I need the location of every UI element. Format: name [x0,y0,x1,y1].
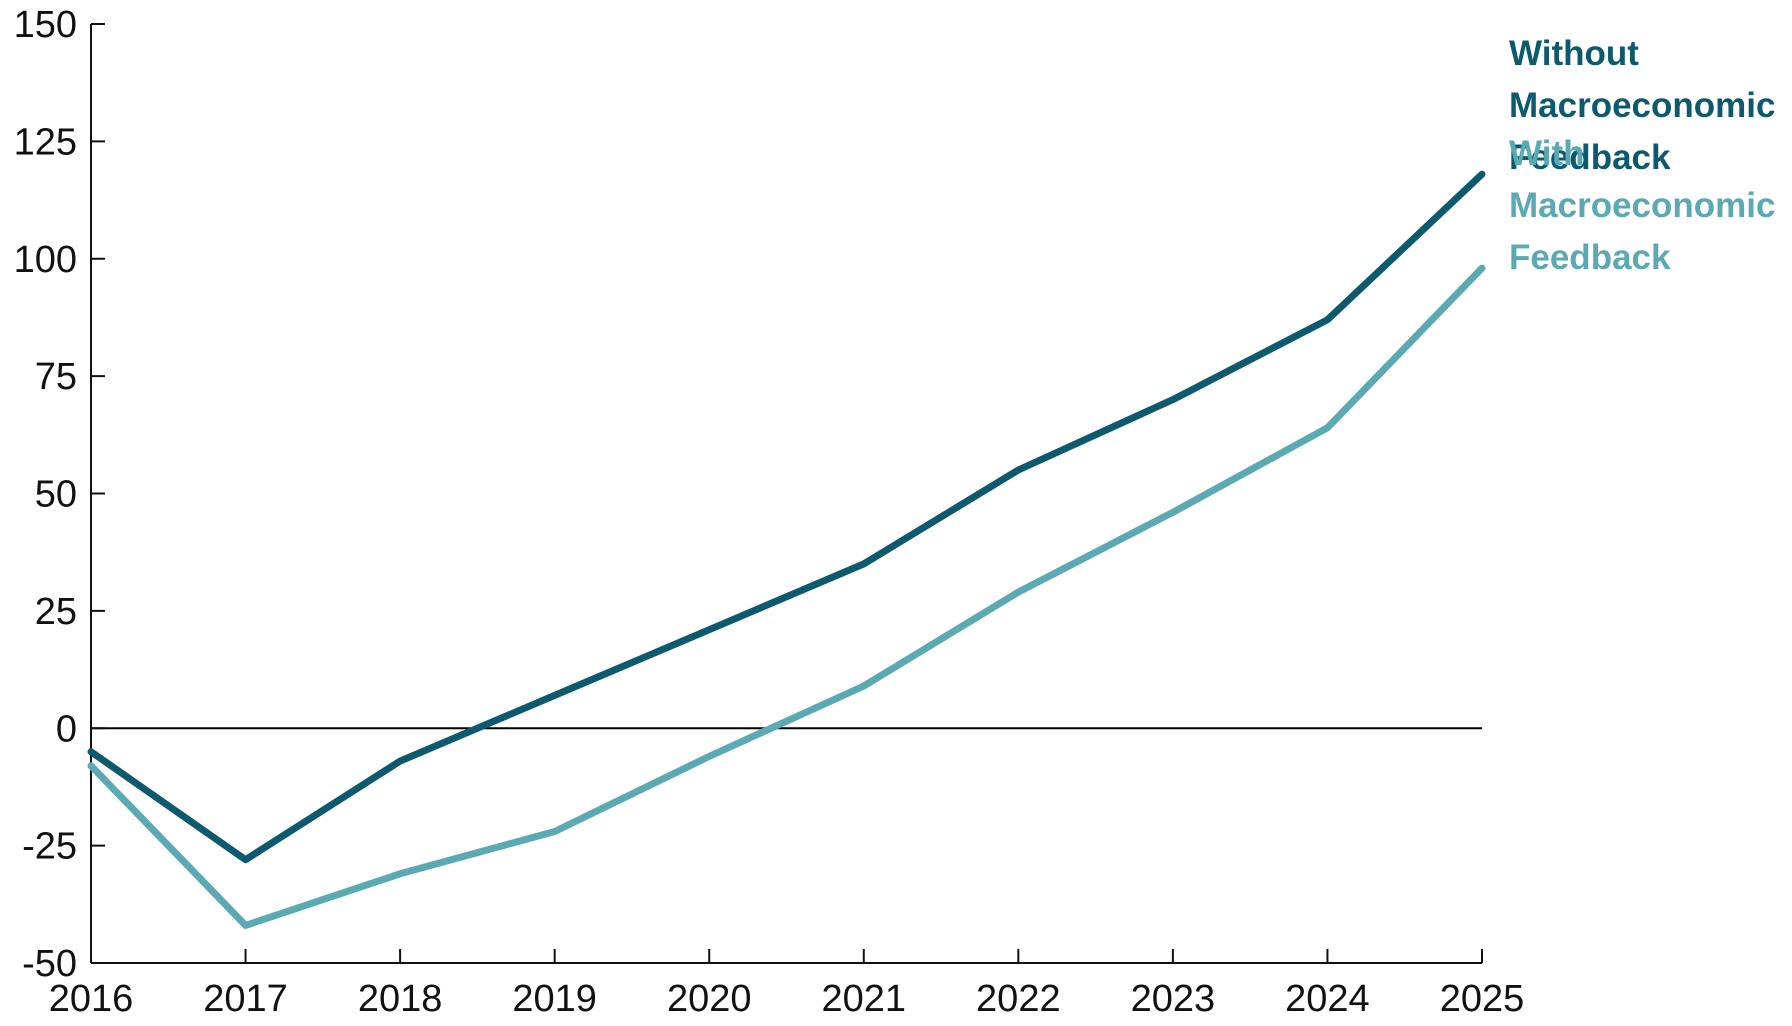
x-tick-label: 2016 [49,978,134,1020]
y-tick-label: 100 [14,239,77,281]
y-tick-label: -25 [22,826,77,868]
x-tick-label: 2021 [822,978,907,1020]
x-axis-ticks: 2016 2017 2018 2019 2020 2021 2022 2023 2024 2025 [49,949,1525,1020]
legend-label-line: Macroeconomic [1509,186,1775,225]
y-tick-label: 25 [35,591,77,633]
x-tick-label: 2018 [358,978,443,1020]
legend: WithoutMacroeconomicFeedbackWithMacroeco… [1509,34,1775,277]
x-tick-label: 2025 [1440,978,1525,1020]
y-tick-label: 125 [14,121,77,163]
legend-label-line: Macroeconomic [1509,86,1775,125]
x-tick-label: 2023 [1131,978,1216,1020]
legend-entry-without-feedback: Without Macroeconomic Feedback [1509,34,1775,177]
legend-entry-with-feedback: With Macroeconomic Feedback [1509,134,1775,277]
x-tick-label: 2022 [976,978,1061,1020]
series-line-with-feedback [87,264,1486,929]
x-tick-label: 2024 [1285,978,1370,1020]
series-lines [87,170,1486,929]
x-tick-label: 2017 [203,978,288,1020]
legend-label-line: Feedback [1509,138,1671,177]
y-axis-ticks: 150 125 100 75 50 25 0 -25 -50 [14,4,105,985]
series-line-without-feedback [87,170,1486,864]
y-tick-label: 150 [14,4,77,46]
y-tick-label: 75 [35,356,77,398]
x-tick-label: 2020 [667,978,752,1020]
y-tick-label: -50 [22,943,77,985]
y-tick-label: 50 [35,474,77,516]
legend-label-line: With [1509,134,1585,173]
x-tick-label: 2019 [512,978,597,1020]
legend-label-line: Without [1509,34,1639,73]
legend-label-line: Feedback [1509,238,1671,277]
y-tick-label: 0 [56,708,77,750]
